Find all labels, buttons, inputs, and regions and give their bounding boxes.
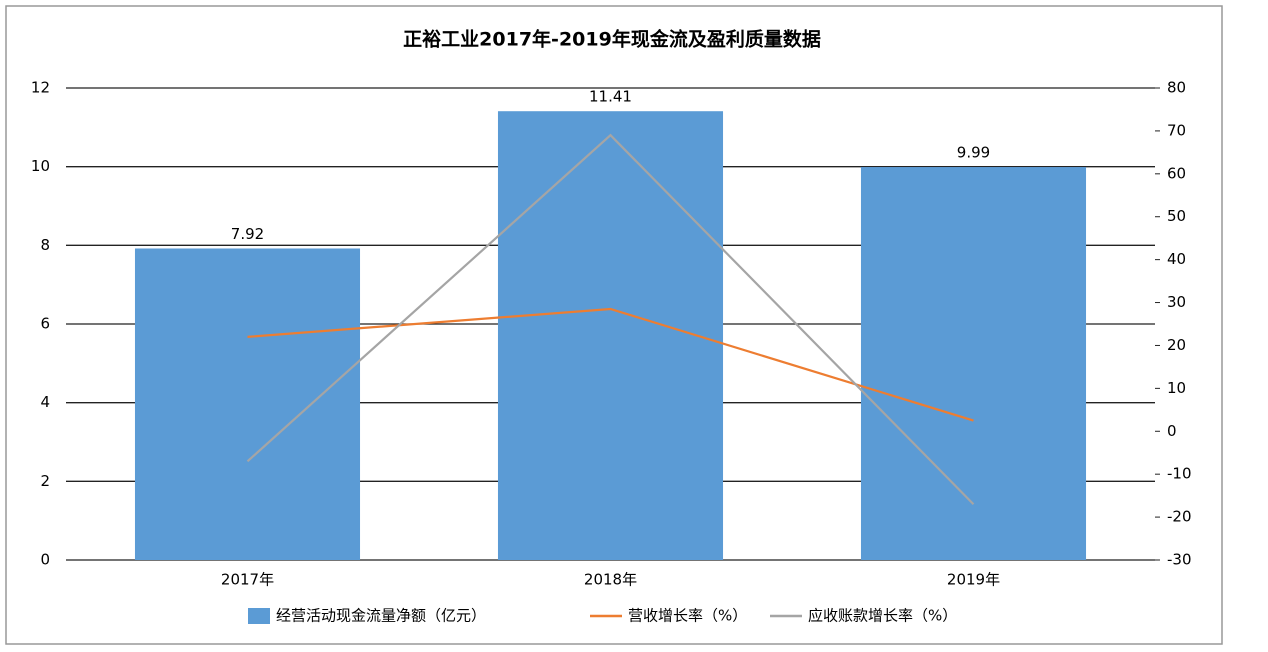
line	[246, 133, 975, 505]
y-tick-label: 2	[40, 472, 50, 490]
value-label: 7.92	[231, 225, 264, 243]
y2-tick-label: 40	[1167, 250, 1186, 268]
value-label: 11.41	[589, 88, 632, 106]
y2-tick-label: -10	[1167, 465, 1192, 483]
y2-tick-label: -20	[1167, 508, 1192, 526]
chart-title: 正裕工业2017年-2019年现金流及盈利质量数据	[403, 28, 821, 51]
y2-tick-label: 50	[1167, 207, 1186, 225]
frame	[5, 5, 1223, 645]
line	[247, 307, 974, 422]
y2-tick-label: 80	[1167, 79, 1186, 97]
y2-tick-label: 70	[1167, 121, 1186, 139]
legend-label: 营收增长率（%）	[628, 607, 747, 625]
y-tick-label: 10	[31, 157, 50, 175]
bar	[134, 248, 361, 561]
y2-tick-label: 60	[1167, 164, 1186, 182]
y-tick-label: 4	[40, 393, 50, 411]
legend-label: 经营活动现金流量净额（亿元）	[276, 607, 486, 625]
y-tick-label: 0	[40, 551, 50, 569]
y2-tick-label: 20	[1167, 336, 1186, 354]
legend-label: 应收账款增长率（%）	[808, 607, 957, 625]
legend-swatch	[248, 608, 270, 624]
x-tick-label: 2018年	[584, 571, 637, 589]
x-tick-label: 2017年	[221, 571, 274, 589]
x-tick-label: 2019年	[947, 571, 1000, 589]
y2-tick-label: -30	[1167, 551, 1192, 569]
y2-tick-label: 0	[1167, 422, 1177, 440]
y-tick-label: 8	[40, 236, 50, 254]
y2-tick-label: 10	[1167, 379, 1186, 397]
y2-tick-label: 30	[1167, 293, 1186, 311]
y-tick-label: 6	[40, 315, 50, 333]
bar	[497, 111, 724, 560]
value-label: 9.99	[957, 144, 990, 162]
bar	[860, 167, 1087, 560]
y-tick-label: 12	[31, 79, 50, 97]
